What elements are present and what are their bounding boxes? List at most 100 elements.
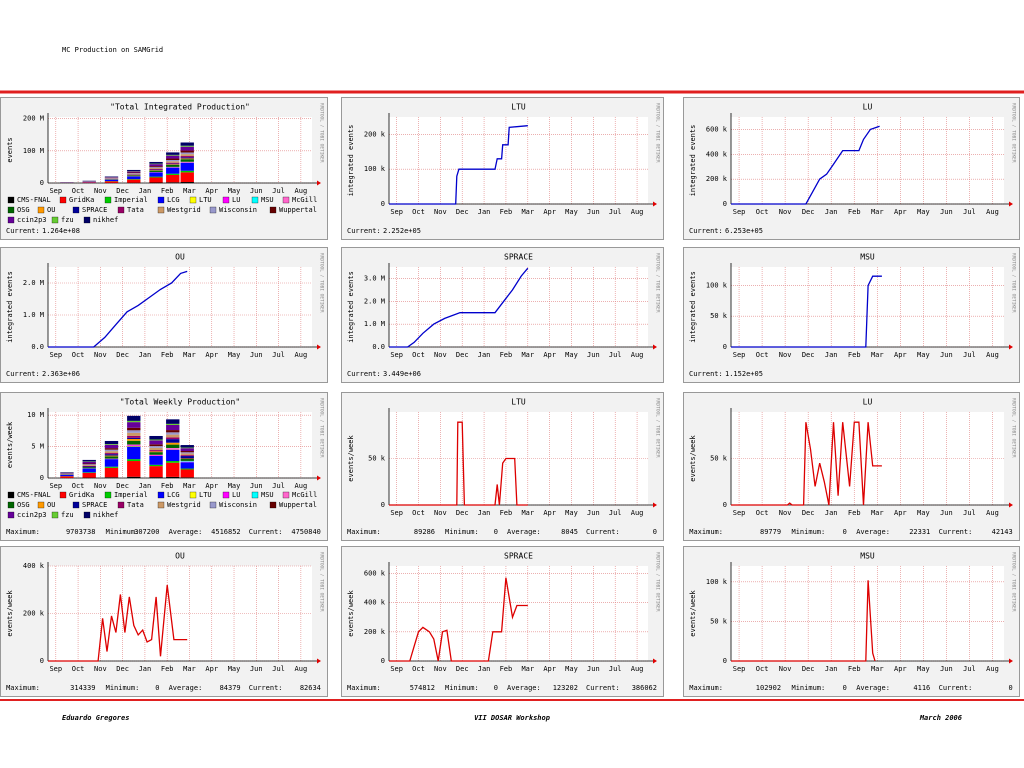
stat-value: 0	[843, 528, 847, 536]
y-tick-label: 0.0	[31, 343, 44, 351]
x-tick-label: Sep	[733, 509, 746, 517]
bar-segment	[104, 459, 119, 467]
y-tick-label: 0	[723, 657, 727, 665]
stat-value: 2.252e+05	[383, 227, 421, 235]
x-tick-label: Jul	[272, 187, 285, 195]
x-tick-label: Nov	[779, 509, 792, 517]
stat-label: Current:	[347, 227, 381, 235]
bar-segment	[82, 465, 96, 467]
x-tick-label: Mar	[183, 187, 196, 195]
axis-arrow	[317, 344, 321, 350]
y-axis-label: events/week	[347, 590, 355, 637]
x-tick-label: Feb	[848, 351, 861, 359]
bar-segment	[166, 173, 180, 175]
chart-title: SPRACE	[504, 253, 533, 262]
legend-swatch	[7, 206, 15, 214]
y-tick-label: 50 k	[710, 455, 728, 463]
x-tick-label: Dec	[456, 665, 469, 673]
x-tick-label: Oct	[756, 208, 769, 216]
x-tick-label: Oct	[72, 482, 85, 490]
legend-swatch	[7, 501, 15, 509]
legend-swatch	[209, 206, 217, 214]
bar-segment	[127, 435, 141, 438]
bar-segment	[127, 175, 141, 177]
stat-value: 123202	[553, 684, 578, 692]
x-tick-label: Jul	[272, 482, 285, 490]
x-tick-label: Apr	[894, 665, 907, 673]
data-line	[48, 270, 188, 348]
bar-segment	[104, 179, 119, 182]
bar-segment	[127, 173, 141, 175]
y-tick-label: 200 k	[364, 628, 386, 636]
stat-label: Current:	[689, 227, 723, 235]
x-tick-label: Apr	[205, 351, 218, 359]
bar-segment	[149, 450, 163, 452]
bar-segment	[166, 160, 180, 162]
legend-swatch	[104, 196, 112, 204]
x-tick-label: Oct	[412, 509, 425, 517]
stat-label: Average:	[507, 528, 541, 536]
x-tick-label: Nov	[94, 351, 107, 359]
chart-title: MSU	[860, 253, 875, 262]
chart-title: SPRACE	[504, 552, 533, 561]
stat-label: Current:	[939, 684, 973, 692]
x-tick-label: Dec	[116, 187, 129, 195]
x-tick-label: May	[917, 665, 930, 673]
bar-segment	[104, 453, 119, 455]
x-tick-label: Jan	[478, 665, 491, 673]
legend-label: Westgrid	[167, 206, 201, 214]
x-tick-label: Jan	[139, 482, 152, 490]
bar-segment	[149, 182, 163, 183]
bar-segment	[166, 434, 180, 438]
x-tick-label: Jun	[940, 509, 953, 517]
x-tick-label: Jun	[250, 482, 263, 490]
legend-swatch	[51, 216, 59, 224]
y-tick-label: 400 k	[706, 150, 728, 158]
stat-value: 82634	[300, 684, 321, 692]
chart-title: "Total Weekly Production"	[120, 398, 240, 407]
stat-value: 0	[1008, 684, 1012, 692]
y-tick-label: 50 k	[710, 617, 728, 625]
x-tick-label: Aug	[295, 187, 308, 195]
legend-swatch	[157, 206, 165, 214]
x-tick-label: Dec	[456, 509, 469, 517]
bar-segment	[127, 420, 141, 423]
x-tick-label: Aug	[295, 665, 308, 673]
bar-segment	[180, 142, 194, 146]
y-tick-label: 600 k	[706, 125, 728, 133]
plot-area	[389, 566, 648, 661]
legend-label: Tata	[127, 206, 144, 214]
legend-label: Tata	[127, 501, 144, 509]
bar-segment	[180, 157, 194, 159]
x-tick-label: Jun	[940, 208, 953, 216]
bar-segment	[180, 154, 194, 157]
legend-label: SPRACE	[82, 206, 107, 214]
stat-label: Minimum:	[106, 684, 140, 692]
x-tick-label: Jul	[609, 665, 622, 673]
bar-segment	[104, 448, 119, 450]
bar-segment	[180, 170, 194, 173]
bar-segment	[166, 419, 180, 424]
stat-label: Current:	[6, 227, 40, 235]
y-tick-label: 0	[40, 179, 44, 187]
y-tick-label: 200 k	[364, 130, 386, 138]
x-tick-label: Dec	[802, 208, 815, 216]
legend-swatch	[59, 491, 67, 499]
axis-arrow	[1009, 344, 1013, 350]
plot-area	[731, 117, 1004, 204]
bar-segment	[180, 146, 194, 151]
bar-segment	[82, 467, 96, 469]
legend-label: Imperial	[114, 491, 148, 499]
x-tick-label: Jul	[963, 665, 976, 673]
x-tick-label: Apr	[543, 509, 556, 517]
stat-label: Minimum:	[445, 684, 479, 692]
bar-segment	[180, 461, 194, 463]
bar-segment	[149, 451, 163, 453]
bar-segment	[149, 170, 163, 172]
legend-label: fzu	[61, 511, 74, 519]
legend-swatch	[7, 196, 15, 204]
legend-swatch	[7, 216, 15, 224]
x-tick-label: May	[917, 509, 930, 517]
legend-swatch	[269, 206, 277, 214]
legend-label: Wuppertal	[279, 206, 317, 214]
